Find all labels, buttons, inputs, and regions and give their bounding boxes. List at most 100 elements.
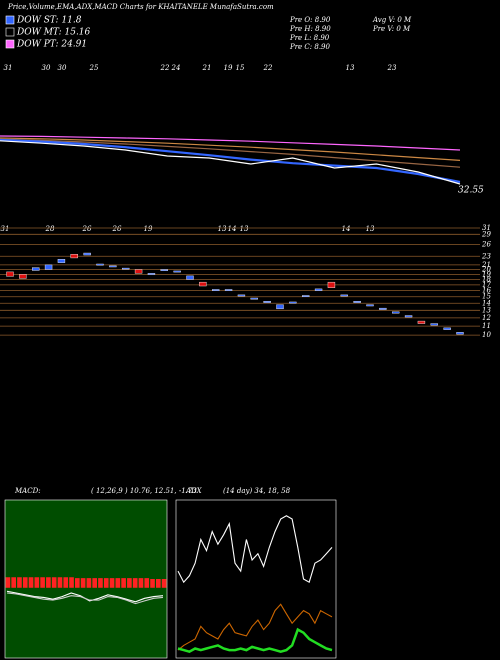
date-label: 28 — [45, 225, 55, 233]
candle — [212, 289, 220, 291]
info-text: Pre L: 8.90 — [289, 34, 330, 42]
y-tick-label: 12 — [482, 314, 491, 322]
candle — [224, 289, 233, 291]
y-tick-label: 18 — [482, 275, 491, 283]
info-text: Pre V: 0 M — [372, 25, 411, 33]
candle — [379, 307, 387, 310]
y-tick-label: 29 — [481, 230, 491, 238]
histogram-bar — [92, 578, 97, 588]
panel-params: (14 day) 34, 18, 58 — [223, 487, 291, 495]
date-label: 21 — [202, 64, 212, 72]
date-label: 22 — [263, 64, 273, 72]
candle — [404, 315, 413, 318]
line-series — [177, 515, 333, 584]
histogram-bar — [63, 577, 69, 588]
date-label: 31 — [1, 225, 10, 233]
histogram-bar — [40, 577, 45, 588]
histogram-bar — [109, 578, 115, 588]
date-label: 30 — [42, 64, 51, 72]
candle — [340, 294, 348, 297]
info-text: Pre H: 8.90 — [289, 25, 331, 33]
line-series — [0, 138, 461, 184]
candle — [263, 301, 271, 303]
date-label: 13 — [218, 225, 227, 233]
candle — [456, 332, 464, 335]
histogram-bar — [127, 578, 132, 588]
date-label: 14 — [342, 225, 351, 233]
candle — [19, 274, 27, 279]
y-tick-label: 11 — [482, 322, 491, 330]
legend-swatch — [5, 15, 15, 25]
histogram-bar — [80, 578, 86, 588]
histogram-bar — [98, 578, 103, 588]
candle — [417, 320, 426, 324]
date-label: 14 — [228, 225, 237, 233]
date-label: 19 — [144, 225, 153, 233]
date-label: 22 — [160, 64, 170, 72]
histogram-bar — [103, 578, 109, 588]
y-tick-label: 23 — [481, 252, 491, 260]
histogram-bar — [132, 578, 138, 588]
date-label: 26 — [82, 225, 92, 233]
legend-label: DOW MT: 15.16 — [16, 28, 91, 38]
panel-label: ADX — [185, 487, 203, 495]
date-label: 13 — [240, 225, 249, 233]
candle — [160, 269, 168, 271]
y-tick-label: 31 — [482, 224, 491, 232]
histogram-bar — [121, 578, 126, 588]
candle — [250, 297, 258, 300]
histogram-bar — [22, 577, 28, 588]
date-label: 25 — [89, 64, 99, 72]
histogram-bar — [161, 579, 167, 588]
candle — [122, 267, 130, 270]
histogram-bar — [115, 578, 121, 588]
candle — [134, 269, 143, 274]
line-series — [0, 138, 461, 168]
panel-bg — [175, 499, 337, 659]
histogram-bar — [34, 577, 40, 588]
date-label: 13 — [346, 64, 355, 72]
candle — [366, 304, 374, 307]
candle — [57, 258, 66, 263]
histogram-bar — [75, 578, 80, 588]
candle — [430, 323, 438, 326]
candle — [289, 301, 297, 304]
legend-label: DOW PT: 24.91 — [16, 40, 87, 50]
panel-label: MACD: — [14, 487, 41, 495]
y-tick-label: 10 — [482, 331, 491, 339]
line-series — [177, 627, 333, 654]
legend-swatch — [5, 27, 15, 37]
histogram-bar — [28, 577, 34, 588]
info-text: Pre C: 8.90 — [289, 43, 330, 51]
candle — [276, 304, 284, 310]
candle — [83, 252, 91, 256]
y-tick-label: 14 — [482, 299, 491, 307]
date-label: 30 — [58, 64, 67, 72]
y-tick-label: 21 — [481, 261, 491, 269]
candle — [314, 288, 323, 291]
y-tick-label: 17 — [482, 281, 491, 289]
panel-params: ( 12,26,9 ) 10.76, 12.51, -1.73 — [91, 487, 197, 495]
candle — [44, 264, 53, 270]
info-text: Pre O: 8.90 — [289, 16, 331, 24]
histogram-bar — [156, 579, 161, 588]
date-label: 23 — [387, 64, 397, 72]
y-tick-label: 13 — [482, 306, 491, 314]
candle — [109, 265, 117, 268]
candle — [186, 275, 194, 280]
line-series — [0, 135, 461, 151]
histogram-bar — [144, 578, 150, 588]
y-tick-label: 19 — [482, 270, 491, 278]
histogram-bar — [150, 579, 155, 588]
candle — [96, 263, 104, 266]
date-label: 31 — [4, 64, 13, 72]
candle — [327, 281, 336, 288]
candle — [237, 294, 246, 297]
date-label: 15 — [236, 64, 245, 72]
candle — [353, 301, 361, 303]
line-series — [177, 603, 333, 651]
candle — [173, 270, 181, 273]
candle — [32, 267, 40, 271]
date-label: 19 — [224, 64, 233, 72]
